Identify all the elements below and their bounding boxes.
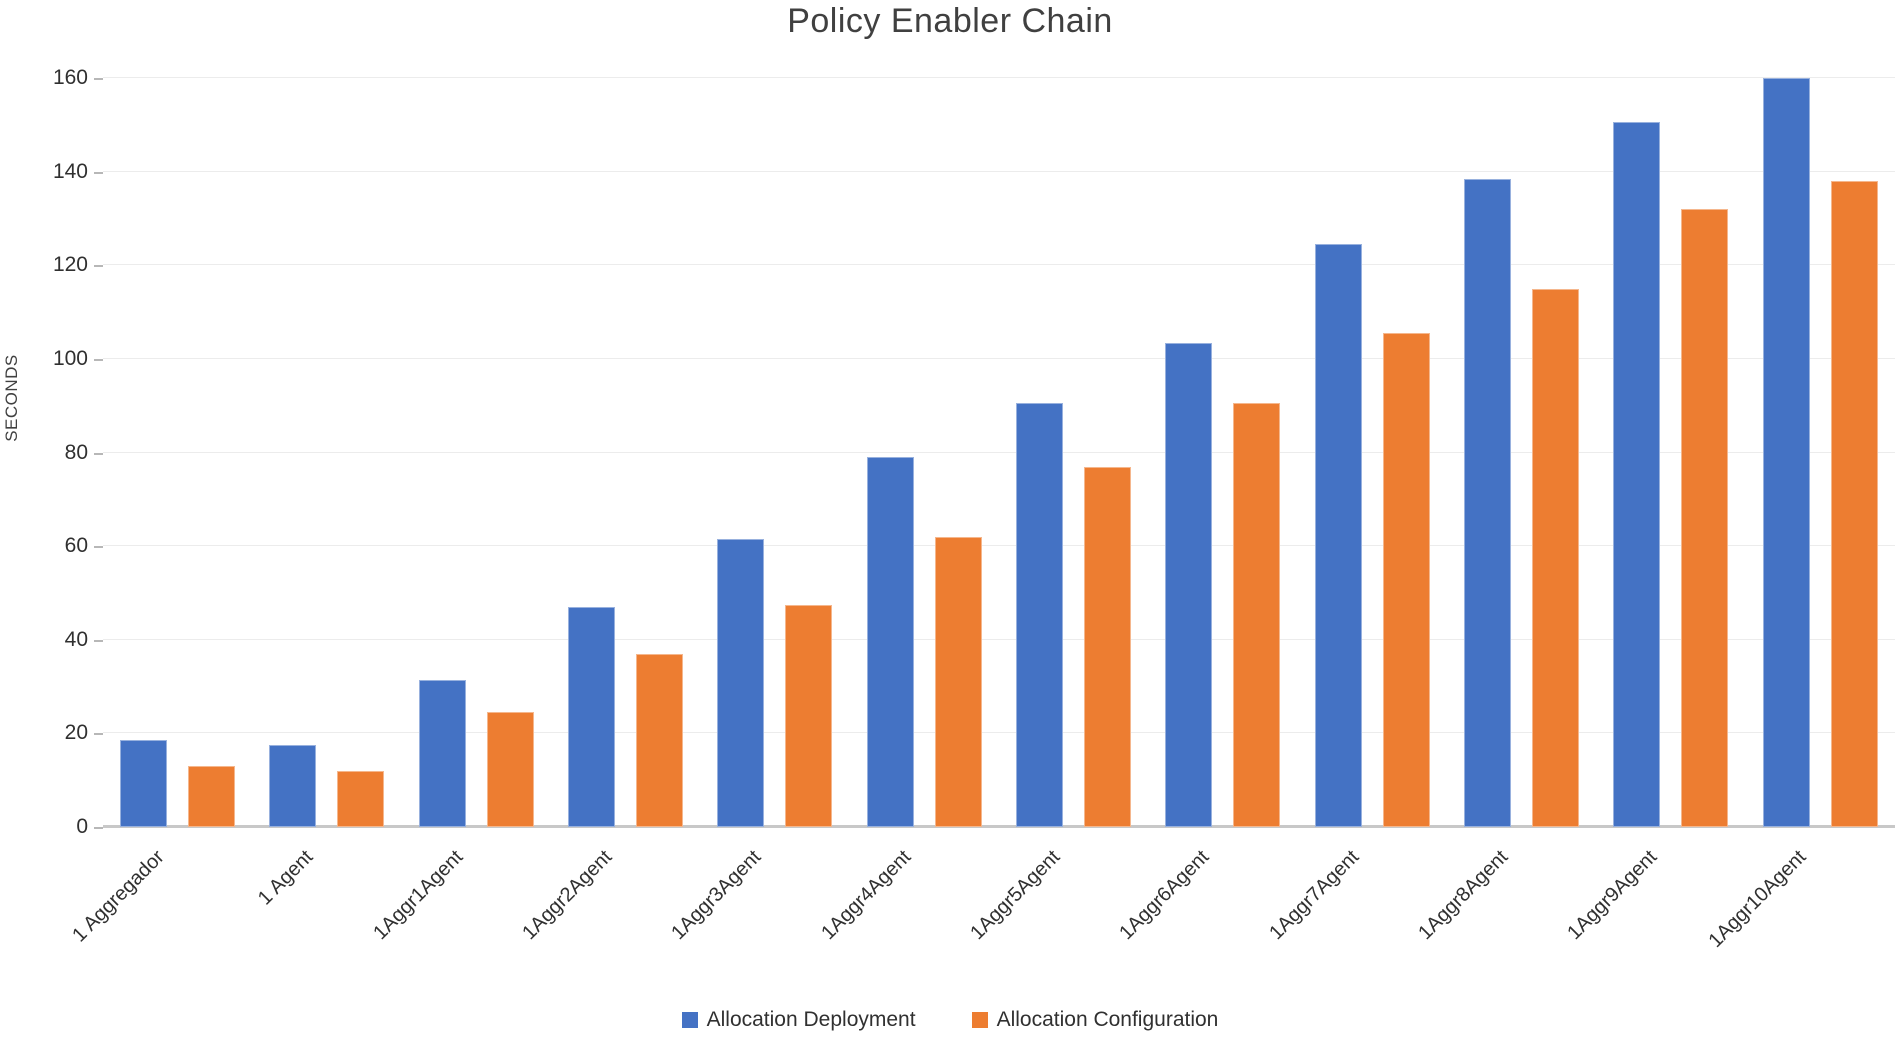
category-slot (1298, 78, 1447, 827)
x-tick-label-text: 1Aggr1Agent (368, 846, 467, 945)
legend-item-allocation-configuration: Allocation Configuration (971, 1008, 1219, 1032)
y-axis-tickmark (94, 546, 103, 549)
legend-swatch-icon (681, 1012, 698, 1028)
y-axis-tickmark (94, 733, 103, 736)
bar-allocation-configuration (188, 766, 236, 827)
x-tick-label-text: 1Aggr5Agent (966, 846, 1065, 945)
y-tick-label: 20 (64, 721, 88, 745)
category-slot (999, 78, 1148, 827)
plot-area (103, 77, 1895, 828)
category-slot (1148, 78, 1297, 827)
y-tick-label: 120 (52, 253, 88, 277)
legend: Allocation Deployment Allocation Configur… (0, 1008, 1900, 1032)
gridline (103, 638, 1895, 640)
x-tick-label-text: 1Aggr2Agent (518, 846, 617, 945)
y-tick-label: 40 (64, 627, 88, 651)
y-tick-label: 140 (52, 159, 88, 183)
legend-label: Allocation Configuration (996, 1008, 1219, 1031)
gridline (103, 545, 1895, 547)
y-axis-tickmark (94, 827, 103, 829)
y-axis-tickmark (94, 639, 103, 642)
bar-allocation-deployment (269, 745, 317, 827)
bar-allocation-configuration (486, 712, 534, 827)
bar-allocation-configuration (1681, 209, 1729, 827)
x-tick-label-text: 1 Agent (254, 846, 318, 910)
x-tick-label-text: 1Aggr7Agent (1264, 846, 1363, 945)
legend-item-allocation-deployment: Allocation Deployment (681, 1008, 916, 1032)
x-tick-label-text: 1Aggr8Agent (1414, 846, 1513, 945)
gridline (103, 732, 1895, 734)
category-slot (551, 78, 700, 827)
bar-allocation-deployment (418, 679, 466, 827)
y-tick-label: 80 (64, 440, 88, 464)
category-slot (1746, 78, 1895, 827)
x-tick-label-text: 1Aggr4Agent (816, 846, 915, 945)
bar-allocation-configuration (1084, 466, 1132, 827)
bar-allocation-deployment (568, 606, 616, 827)
y-tick-label: 0 (76, 815, 88, 838)
y-axis-tickmark (94, 452, 103, 455)
bar-allocation-deployment (1613, 122, 1661, 827)
bar-allocation-configuration (1382, 333, 1430, 827)
x-axis-line (103, 825, 1895, 828)
bar-allocation-deployment (717, 539, 765, 827)
y-tick-label: 100 (52, 346, 88, 370)
bar-allocation-configuration (636, 653, 684, 827)
legend-label: Allocation Deployment (706, 1008, 916, 1031)
bar-allocation-deployment (1016, 403, 1064, 827)
chart-title: Policy Enabler Chain (787, 2, 1113, 40)
bar-allocation-configuration (337, 770, 385, 827)
bar-allocation-deployment (120, 740, 168, 827)
bar-allocation-configuration (1532, 288, 1580, 827)
y-axis-tickmark (94, 171, 103, 174)
gridline (103, 170, 1895, 172)
bar-allocation-configuration (934, 536, 982, 827)
bar-allocation-deployment (1314, 244, 1362, 827)
x-tick-label-text: 1Aggr6Agent (1115, 846, 1214, 945)
bar-allocation-configuration (785, 604, 833, 827)
y-axis-tickmark (94, 265, 103, 268)
x-tick-label-text: 1Aggr3Agent (667, 846, 766, 945)
category-slot (700, 78, 849, 827)
category-slot (850, 78, 999, 827)
bar-allocation-configuration (1233, 403, 1281, 827)
x-tick-label-text: 1 Aggregador (67, 846, 169, 947)
gridline (103, 451, 1895, 453)
category-slot (103, 78, 252, 827)
y-tick-label: 160 (52, 66, 88, 89)
category-slot (1447, 78, 1596, 827)
bar-allocation-configuration (1830, 181, 1878, 827)
y-axis-tickmark (94, 78, 103, 80)
y-axis-tickmark (94, 358, 103, 361)
gridline (103, 77, 1895, 78)
category-slot (402, 78, 551, 827)
bar-allocation-deployment (1762, 78, 1810, 827)
category-slot (1596, 78, 1745, 827)
category-slot (252, 78, 401, 827)
gridline (103, 357, 1895, 359)
x-tick-label-text: 1Aggr10Agent (1704, 846, 1811, 952)
legend-swatch-icon (971, 1012, 988, 1028)
bar-allocation-deployment (1165, 342, 1213, 827)
bar-allocation-deployment (866, 457, 914, 827)
x-tick-label-text: 1Aggr9Agent (1563, 846, 1662, 945)
y-tick-label: 60 (64, 534, 88, 558)
bar-allocation-deployment (1464, 178, 1512, 827)
gridline (103, 264, 1895, 266)
